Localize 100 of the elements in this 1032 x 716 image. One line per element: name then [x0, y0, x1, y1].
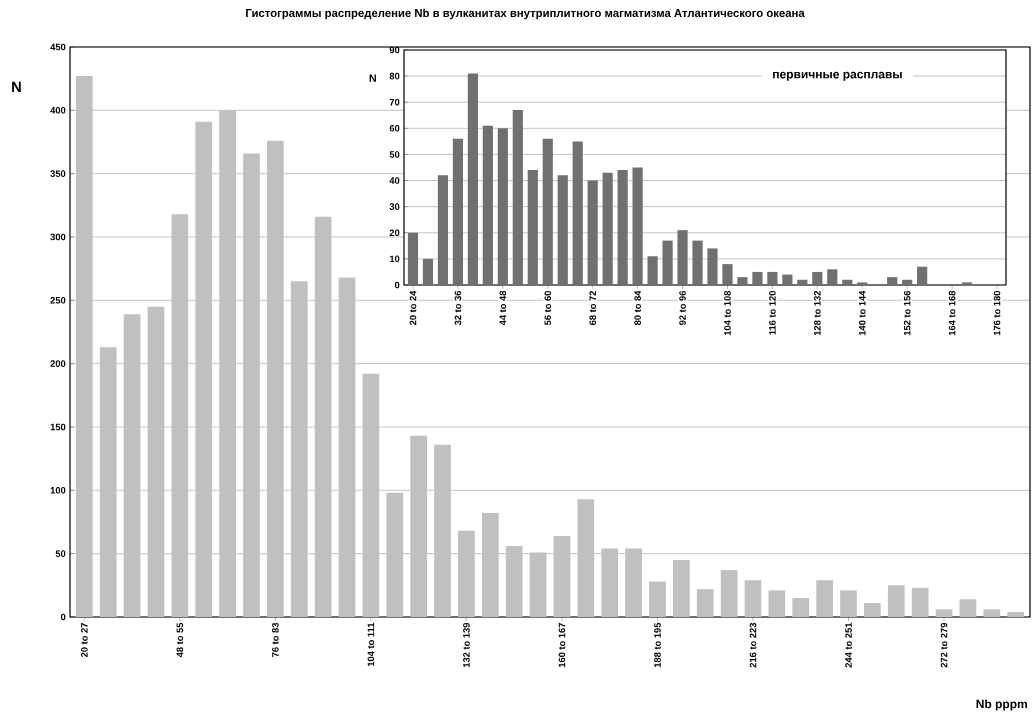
x-tick-label: 164 to 168	[948, 290, 956, 336]
bar	[467, 73, 478, 285]
bar	[386, 492, 404, 617]
x-tick-label: 128 to 132	[814, 290, 821, 336]
bar	[243, 153, 260, 617]
bar	[812, 271, 823, 285]
x-tick-label: 116 to 120	[769, 290, 776, 335]
y-tick-label: 0	[60, 613, 66, 621]
bar	[171, 214, 189, 617]
bar	[649, 581, 666, 617]
bar	[959, 599, 977, 617]
bar	[647, 256, 658, 285]
bar	[744, 580, 762, 617]
y-tick-label: 70	[389, 98, 400, 106]
bar	[123, 314, 141, 617]
bar	[601, 548, 619, 617]
bar	[722, 264, 733, 285]
x-tick-label: 160 to 167	[558, 623, 566, 668]
x-tick-label: 104 to 111	[367, 622, 375, 667]
bar	[512, 110, 523, 285]
bar	[572, 141, 583, 285]
bar	[792, 597, 810, 617]
y-axis-title: N	[369, 74, 376, 82]
y-tick-label: 350	[50, 170, 66, 177]
y-tick-label: 300	[50, 233, 66, 241]
bar	[816, 580, 833, 617]
bar	[410, 435, 428, 617]
bar	[434, 444, 451, 617]
bar	[752, 271, 763, 285]
bar	[602, 172, 613, 285]
bar	[737, 277, 748, 285]
bar	[267, 140, 284, 617]
bar	[542, 138, 553, 285]
x-axis-title: Nb pppm	[976, 699, 1027, 711]
bar	[720, 570, 738, 617]
bar	[407, 232, 419, 285]
bar	[505, 546, 523, 617]
bar	[314, 216, 332, 617]
bar	[696, 589, 714, 617]
x-tick-label: 56 to 60	[544, 290, 552, 326]
bar	[362, 373, 380, 617]
bar	[577, 499, 595, 617]
x-tick-label: 176 to 180	[993, 290, 1001, 336]
bar	[587, 180, 598, 285]
x-tick-label: 104 to 108	[724, 290, 731, 336]
bar	[917, 266, 928, 285]
bar	[219, 110, 236, 617]
bar	[768, 590, 786, 617]
bar	[842, 279, 853, 285]
x-tick-label: 152 to 156	[903, 290, 911, 336]
bar	[632, 167, 643, 285]
bar	[935, 609, 953, 617]
bar	[707, 248, 718, 285]
annotation: первичные расплавы	[773, 71, 902, 81]
bar	[527, 170, 538, 285]
y-tick-label: 30	[389, 203, 400, 210]
bar	[864, 603, 881, 617]
y-tick-label: 60	[389, 125, 400, 132]
bar	[290, 281, 308, 617]
x-tick-label: 20 to 24	[409, 290, 417, 326]
x-tick-label: 272 to 279	[940, 622, 948, 668]
bar	[553, 535, 571, 617]
x-tick-label: 44 to 48	[499, 290, 507, 326]
y-tick-label: 250	[50, 297, 66, 304]
bar	[625, 548, 642, 617]
x-tick-label: 188 to 195	[654, 622, 661, 668]
bar	[827, 269, 838, 285]
y-tick-label: 450	[50, 43, 66, 51]
y-tick-label: 10	[389, 255, 400, 263]
y-axis-title: N	[12, 81, 21, 92]
bar	[857, 282, 868, 285]
x-tick-label: 76 to 83	[272, 622, 279, 657]
bar	[482, 125, 493, 285]
bar	[692, 240, 703, 285]
bar	[147, 306, 165, 617]
x-tick-label: 132 to 139	[463, 622, 470, 668]
bar	[887, 585, 905, 617]
x-tick-label: 48 to 55	[176, 622, 184, 658]
bar	[529, 552, 547, 617]
bar	[983, 609, 1001, 617]
y-tick-label: 40	[389, 177, 400, 184]
bar	[195, 121, 213, 617]
bar	[961, 282, 973, 285]
y-tick-label: 80	[389, 72, 400, 80]
x-tick-label: 80 to 84	[634, 290, 641, 326]
bar	[481, 513, 499, 617]
bar	[677, 230, 688, 285]
bar	[99, 347, 117, 617]
y-tick-label: 400	[50, 107, 66, 114]
bar	[672, 559, 690, 617]
bar	[497, 128, 508, 285]
x-tick-label: 32 to 36	[454, 290, 462, 326]
y-tick-label: 90	[389, 46, 400, 54]
bar	[458, 530, 475, 617]
y-tick-label: 0	[394, 281, 400, 289]
y-tick-label: 50	[55, 550, 66, 557]
bar	[662, 240, 673, 285]
y-tick-label: 150	[50, 423, 66, 431]
bar	[557, 175, 568, 285]
bar	[782, 274, 793, 285]
